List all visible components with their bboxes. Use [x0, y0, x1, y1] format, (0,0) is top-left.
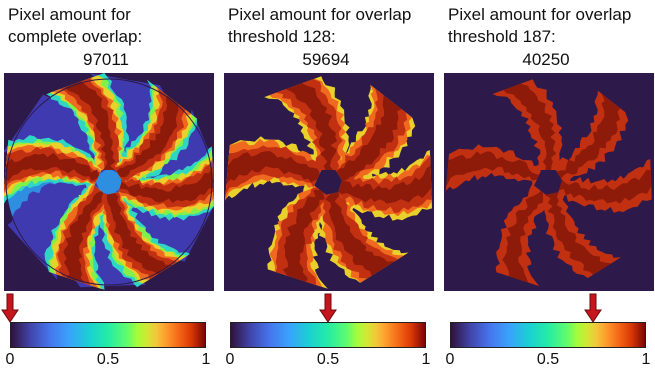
- overlap-arm: [558, 169, 652, 204]
- overlap-band: [106, 193, 173, 275]
- tick-label: 1: [201, 351, 211, 368]
- overlap-arm: [286, 83, 338, 170]
- overlap-band: [65, 81, 116, 170]
- threshold-arrow-icon: [584, 293, 603, 323]
- tick-label: 0: [225, 351, 235, 368]
- panel-caption: Pixel amount for overlap threshold 128:: [228, 5, 412, 46]
- panel-caption: Pixel amount for complete overlap:: [8, 5, 143, 46]
- tick-label: 0: [445, 351, 455, 368]
- overlap-band: [4, 152, 100, 181]
- tick-label: 1: [421, 351, 431, 368]
- overlap-arm: [446, 151, 540, 186]
- overlap-arm: [226, 151, 320, 184]
- overlap-arm: [325, 192, 395, 276]
- overlap-band: [116, 95, 179, 178]
- colorbar: [230, 322, 426, 348]
- colorbar: [10, 322, 206, 348]
- overlap-arm: [336, 95, 402, 181]
- colorbar-ticks: 0 0.5 1: [226, 351, 431, 373]
- hub: [539, 172, 559, 192]
- threshold-arrow-icon: [319, 293, 337, 323]
- pixel-count: 97011: [82, 50, 129, 69]
- overlap-arm: [503, 83, 557, 170]
- panel-complete-overlap: Pixel amount for complete overlap: 97011…: [0, 0, 214, 375]
- threshold-arrow-icon: [1, 293, 19, 323]
- overlap-arm: [282, 189, 325, 282]
- tick-label: 0.5: [316, 351, 340, 368]
- colorbar-ticks: 0 0.5 1: [446, 351, 651, 373]
- overlap-band: [119, 166, 214, 203]
- overlap-map: [4, 73, 214, 291]
- overlap-arm: [492, 79, 563, 170]
- tick-label: 0: [5, 351, 15, 368]
- overlap-map: [224, 73, 434, 291]
- disk-edge: [5, 78, 213, 286]
- overlap-arm: [545, 192, 611, 275]
- panel-caption: Pixel amount for overlap threshold 187:: [448, 5, 632, 46]
- overlap-arm: [502, 191, 544, 283]
- hub: [319, 172, 339, 192]
- tick-label: 1: [641, 351, 651, 368]
- colorbar: [450, 322, 646, 348]
- overlap-band: [102, 192, 178, 280]
- tick-label: 0.5: [536, 351, 560, 368]
- overlap-band: [63, 191, 104, 284]
- colorbar-ticks: 0 0.5 1: [6, 351, 211, 373]
- overlap-arm: [556, 93, 621, 179]
- pixel-count: 40250: [522, 50, 570, 69]
- tick-label: 0.5: [96, 351, 120, 368]
- overlap-map: [444, 73, 654, 291]
- pixel-count: 59694: [302, 50, 350, 69]
- panel-threshold-187: Pixel amount for overlap threshold 187: …: [440, 0, 654, 375]
- overlap-arm: [338, 166, 432, 204]
- panel-threshold-128: Pixel amount for overlap threshold 128: …: [220, 0, 434, 375]
